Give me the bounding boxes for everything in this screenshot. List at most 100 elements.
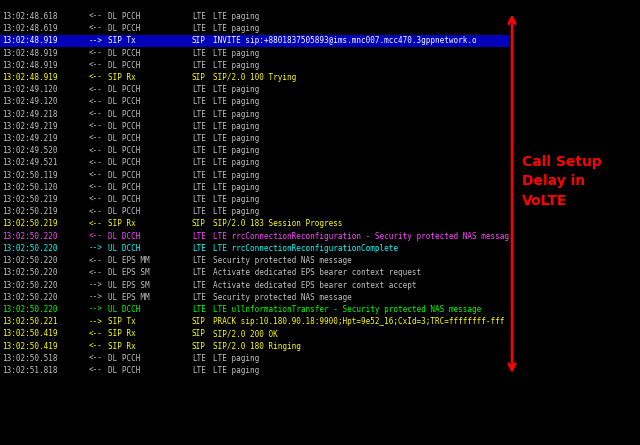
- Text: LTE rrcConnectionReconfiguration - Security protected NAS messag: LTE rrcConnectionReconfiguration - Secur…: [213, 232, 509, 241]
- Text: DL PCCH: DL PCCH: [108, 49, 140, 57]
- Text: <--: <--: [88, 232, 102, 241]
- Text: SIP: SIP: [192, 342, 206, 351]
- Text: DL PCCH: DL PCCH: [108, 109, 140, 118]
- Text: SIP: SIP: [192, 317, 206, 326]
- Text: 13:02:50.220: 13:02:50.220: [2, 232, 58, 241]
- Text: SIP/2.0 180 Ringing: SIP/2.0 180 Ringing: [213, 342, 301, 351]
- Text: SIP Rx: SIP Rx: [108, 329, 135, 338]
- Text: 13:02:49.120: 13:02:49.120: [2, 97, 58, 106]
- Text: LTE paging: LTE paging: [213, 183, 259, 192]
- Text: <--: <--: [88, 366, 102, 375]
- Text: <--: <--: [88, 170, 102, 180]
- Text: <--: <--: [88, 256, 102, 265]
- Text: <--: <--: [88, 207, 102, 216]
- Text: LTE: LTE: [192, 146, 206, 155]
- Text: LTE: LTE: [192, 232, 206, 241]
- Text: <--: <--: [88, 329, 102, 338]
- Text: LTE: LTE: [192, 97, 206, 106]
- Text: 13:02:50.220: 13:02:50.220: [2, 268, 58, 277]
- Text: SIP Rx: SIP Rx: [108, 73, 135, 82]
- Text: LTE rrcConnectionReconfigurationComplete: LTE rrcConnectionReconfigurationComplete: [213, 244, 398, 253]
- Text: SIP Rx: SIP Rx: [108, 342, 135, 351]
- Text: SIP: SIP: [192, 329, 206, 338]
- Text: INVITE sip:+8801837505893@ims.mnc007.mcc470.3gppnetwork.o: INVITE sip:+8801837505893@ims.mnc007.mcc…: [213, 36, 477, 45]
- Text: <--: <--: [88, 97, 102, 106]
- Text: DL PCCH: DL PCCH: [108, 61, 140, 70]
- Text: LTE: LTE: [192, 24, 206, 33]
- Text: LTE: LTE: [192, 134, 206, 143]
- Text: LTE: LTE: [192, 109, 206, 118]
- Text: LTE paging: LTE paging: [213, 49, 259, 57]
- Text: LTE: LTE: [192, 122, 206, 131]
- Text: LTE: LTE: [192, 170, 206, 180]
- Text: DL PCCH: DL PCCH: [108, 97, 140, 106]
- Text: Activate dedicated EPS bearer context accept: Activate dedicated EPS bearer context ac…: [213, 280, 417, 290]
- Text: SIP/2.0 100 Trying: SIP/2.0 100 Trying: [213, 73, 296, 82]
- Text: LTE paging: LTE paging: [213, 97, 259, 106]
- Text: DL PCCH: DL PCCH: [108, 195, 140, 204]
- Text: 13:02:49.218: 13:02:49.218: [2, 109, 58, 118]
- Text: 13:02:48.919: 13:02:48.919: [2, 61, 58, 70]
- Text: LTE paging: LTE paging: [213, 354, 259, 363]
- Text: <--: <--: [88, 219, 102, 228]
- Text: <--: <--: [88, 109, 102, 118]
- Text: 13:02:51.818: 13:02:51.818: [2, 366, 58, 375]
- Text: LTE paging: LTE paging: [213, 207, 259, 216]
- Text: Call Setup
Delay in
VoLTE: Call Setup Delay in VoLTE: [522, 155, 602, 208]
- Text: LTE paging: LTE paging: [213, 158, 259, 167]
- Text: LTE: LTE: [192, 366, 206, 375]
- Text: LTE ullnformationTransfer - Security protected NAS message: LTE ullnformationTransfer - Security pro…: [213, 305, 481, 314]
- Text: DL PCCH: DL PCCH: [108, 134, 140, 143]
- Text: DL PCCH: DL PCCH: [108, 170, 140, 180]
- Text: 13:02:50.419: 13:02:50.419: [2, 329, 58, 338]
- Text: <--: <--: [88, 12, 102, 21]
- Text: <--: <--: [88, 49, 102, 57]
- Text: LTE paging: LTE paging: [213, 195, 259, 204]
- Text: SIP/2.0 200 OK: SIP/2.0 200 OK: [213, 329, 278, 338]
- Text: LTE: LTE: [192, 305, 206, 314]
- Text: DL PCCH: DL PCCH: [108, 122, 140, 131]
- Text: <--: <--: [88, 85, 102, 94]
- Text: LTE: LTE: [192, 244, 206, 253]
- Text: <--: <--: [88, 146, 102, 155]
- Text: 13:02:49.219: 13:02:49.219: [2, 122, 58, 131]
- Text: 13:02:50.120: 13:02:50.120: [2, 183, 58, 192]
- Text: 13:02:50.220: 13:02:50.220: [2, 280, 58, 290]
- Text: LTE paging: LTE paging: [213, 85, 259, 94]
- Text: LTE: LTE: [192, 85, 206, 94]
- Text: -->: -->: [88, 317, 102, 326]
- Text: SIP: SIP: [192, 219, 206, 228]
- Text: DL PCCH: DL PCCH: [108, 354, 140, 363]
- Text: 13:02:48.919: 13:02:48.919: [2, 36, 58, 45]
- Text: SIP: SIP: [192, 36, 206, 45]
- Text: Security protected NAS message: Security protected NAS message: [213, 293, 352, 302]
- Text: <--: <--: [88, 61, 102, 70]
- Text: <--: <--: [88, 24, 102, 33]
- Text: LTE: LTE: [192, 61, 206, 70]
- Text: UL EPS MM: UL EPS MM: [108, 293, 149, 302]
- Text: DL DCCH: DL DCCH: [108, 232, 140, 241]
- Text: 13:02:50.221: 13:02:50.221: [2, 317, 58, 326]
- Text: SIP: SIP: [192, 73, 206, 82]
- Text: 13:02:48.919: 13:02:48.919: [2, 73, 58, 82]
- Text: -->: -->: [88, 293, 102, 302]
- Text: 13:02:49.520: 13:02:49.520: [2, 146, 58, 155]
- Text: <--: <--: [88, 183, 102, 192]
- Text: 13:02:50.518: 13:02:50.518: [2, 354, 58, 363]
- Text: SIP/2.0 183 Session Progress: SIP/2.0 183 Session Progress: [213, 219, 342, 228]
- Text: DL PCCH: DL PCCH: [108, 12, 140, 21]
- Text: LTE: LTE: [192, 158, 206, 167]
- Text: LTE: LTE: [192, 280, 206, 290]
- Text: <--: <--: [88, 354, 102, 363]
- Text: LTE paging: LTE paging: [213, 24, 259, 33]
- Text: UL EPS SM: UL EPS SM: [108, 280, 149, 290]
- Text: 13:02:50.220: 13:02:50.220: [2, 305, 58, 314]
- Text: 13:02:50.119: 13:02:50.119: [2, 170, 58, 180]
- Text: SIP Tx: SIP Tx: [108, 317, 135, 326]
- Text: LTE: LTE: [192, 195, 206, 204]
- Text: LTE: LTE: [192, 183, 206, 192]
- Text: LTE paging: LTE paging: [213, 122, 259, 131]
- Text: <--: <--: [88, 122, 102, 131]
- Text: DL PCCH: DL PCCH: [108, 366, 140, 375]
- Text: DL PCCH: DL PCCH: [108, 207, 140, 216]
